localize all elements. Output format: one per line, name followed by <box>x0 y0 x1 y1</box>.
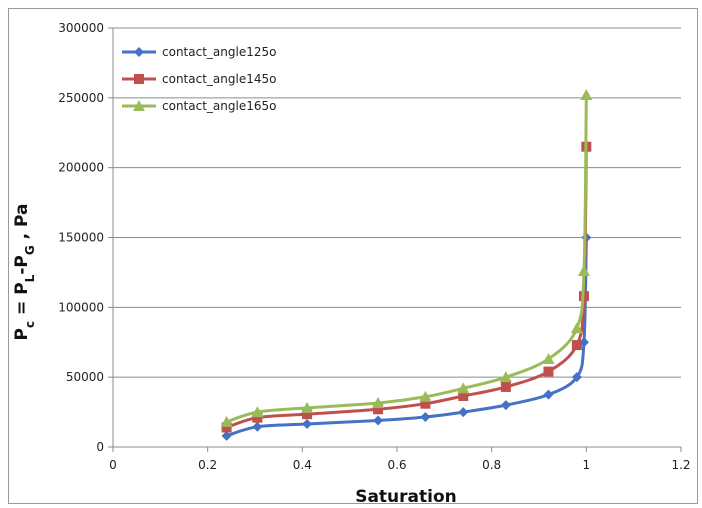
data-point <box>458 391 469 402</box>
data-point <box>458 407 469 418</box>
y-title-part: , Pa <box>12 204 32 246</box>
y-title-part: = P <box>12 282 32 321</box>
y-tick-label: 150000 <box>58 231 104 245</box>
data-point <box>302 409 313 420</box>
data-point <box>252 421 263 432</box>
legend-marker <box>133 100 145 111</box>
data-point <box>221 430 232 441</box>
y-title-sub: G <box>23 245 37 255</box>
data-point <box>543 389 554 400</box>
y-tick-labels: 0 50000 100000 150000 200000 250000 300000 <box>58 21 104 454</box>
legend-label: contact_angle145o <box>162 72 276 86</box>
y-tick-label: 100000 <box>58 300 104 314</box>
legend-marker <box>134 47 144 57</box>
y-title-part: P <box>12 328 32 340</box>
data-point <box>373 415 384 426</box>
data-point <box>571 372 582 383</box>
data-point <box>577 265 590 277</box>
series-contact_angle145o <box>221 141 592 433</box>
data-point <box>420 398 431 409</box>
y-tick-label: 50000 <box>66 370 104 384</box>
data-point <box>571 340 582 351</box>
data-point <box>542 353 555 365</box>
data-point <box>420 411 431 422</box>
x-tick-label: 1 <box>583 458 591 472</box>
legend-label: contact_angle165o <box>162 99 276 113</box>
data-point <box>251 406 264 418</box>
x-tick-label: 1.2 <box>671 458 690 472</box>
x-tick-labels: 0 0.2 0.4 0.6 0.8 1 1.2 <box>109 458 690 472</box>
y-tick-label: 0 <box>96 440 104 454</box>
y-title-sub: L <box>23 274 37 282</box>
y-axis-title: Pc = PL-PG , Pa <box>12 204 37 341</box>
data-point <box>373 404 384 415</box>
x-tick-label: 0.8 <box>482 458 501 472</box>
series-contact_angle165o <box>220 89 593 427</box>
x-axis-title: Saturation <box>355 487 457 507</box>
series-line <box>226 95 588 424</box>
x-tick-label: 0.6 <box>387 458 406 472</box>
data-point <box>499 371 512 383</box>
y-tick-label: 200000 <box>58 161 104 175</box>
data-point <box>302 418 313 429</box>
data-point <box>457 382 470 394</box>
data-point <box>221 422 232 433</box>
legend: contact_angle125o contact_angle145ocontac… <box>122 45 276 113</box>
y-title-sub: c <box>23 321 37 328</box>
x-tick-label: 0.2 <box>198 458 217 472</box>
chart-frame <box>8 8 698 504</box>
data-point <box>301 401 314 413</box>
data-point <box>419 390 432 402</box>
axes <box>108 27 682 452</box>
series-contact_angle125o <box>221 232 592 441</box>
data-point <box>252 412 263 423</box>
series-line <box>226 146 588 429</box>
y-title-part: -P <box>12 255 32 275</box>
x-tick-label: 0 <box>109 458 117 472</box>
data-point <box>220 415 233 427</box>
data-point <box>543 366 554 377</box>
series-layer <box>220 89 593 441</box>
legend-label: contact_angle125o <box>162 45 276 59</box>
legend-marker <box>134 74 144 84</box>
data-point <box>580 89 593 101</box>
data-point <box>500 381 511 392</box>
x-tick-label: 0.4 <box>293 458 312 472</box>
y-tick-label: 300000 <box>58 21 104 35</box>
data-point <box>500 400 511 411</box>
y-tick-label: 250000 <box>58 91 104 105</box>
data-point <box>372 397 385 409</box>
data-point <box>570 322 583 334</box>
